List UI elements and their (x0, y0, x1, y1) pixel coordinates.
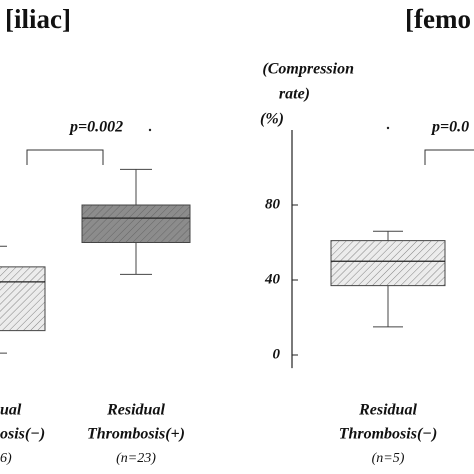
box-hatch (331, 240, 445, 286)
y-axis-label: (%) (260, 111, 284, 128)
x-tick-label: (n=5) (372, 451, 405, 466)
x-tick-label: Thrombosis(−) (339, 426, 438, 443)
y-tick-label: 40 (264, 271, 281, 287)
bracket (26, 149, 104, 165)
y-axis-label: (Compression (262, 61, 354, 78)
y-tick-label: 0 (273, 346, 281, 362)
bracket (424, 149, 474, 165)
box-hatch (0, 266, 45, 331)
dot (148, 128, 152, 132)
p-value: p=0.002 (68, 119, 123, 136)
y-axis-label: rate) (279, 86, 310, 103)
y-tick-label: 80 (265, 196, 281, 212)
x-tick-label: ual (0, 402, 22, 419)
x-tick-label: osis(−) (0, 426, 45, 443)
x-tick-label: Residual (106, 402, 165, 419)
x-tick-label: Thrombosis(+) (87, 426, 185, 443)
box-hatch (82, 205, 190, 243)
x-tick-label: 6) (0, 451, 12, 466)
p-value: p=0.0 (430, 119, 469, 136)
chart-title: [iliac] (5, 4, 71, 34)
dot (386, 126, 390, 130)
x-tick-label: Residual (358, 402, 417, 419)
x-tick-label: (n=23) (116, 451, 156, 466)
chart-title: [femo (405, 4, 471, 34)
